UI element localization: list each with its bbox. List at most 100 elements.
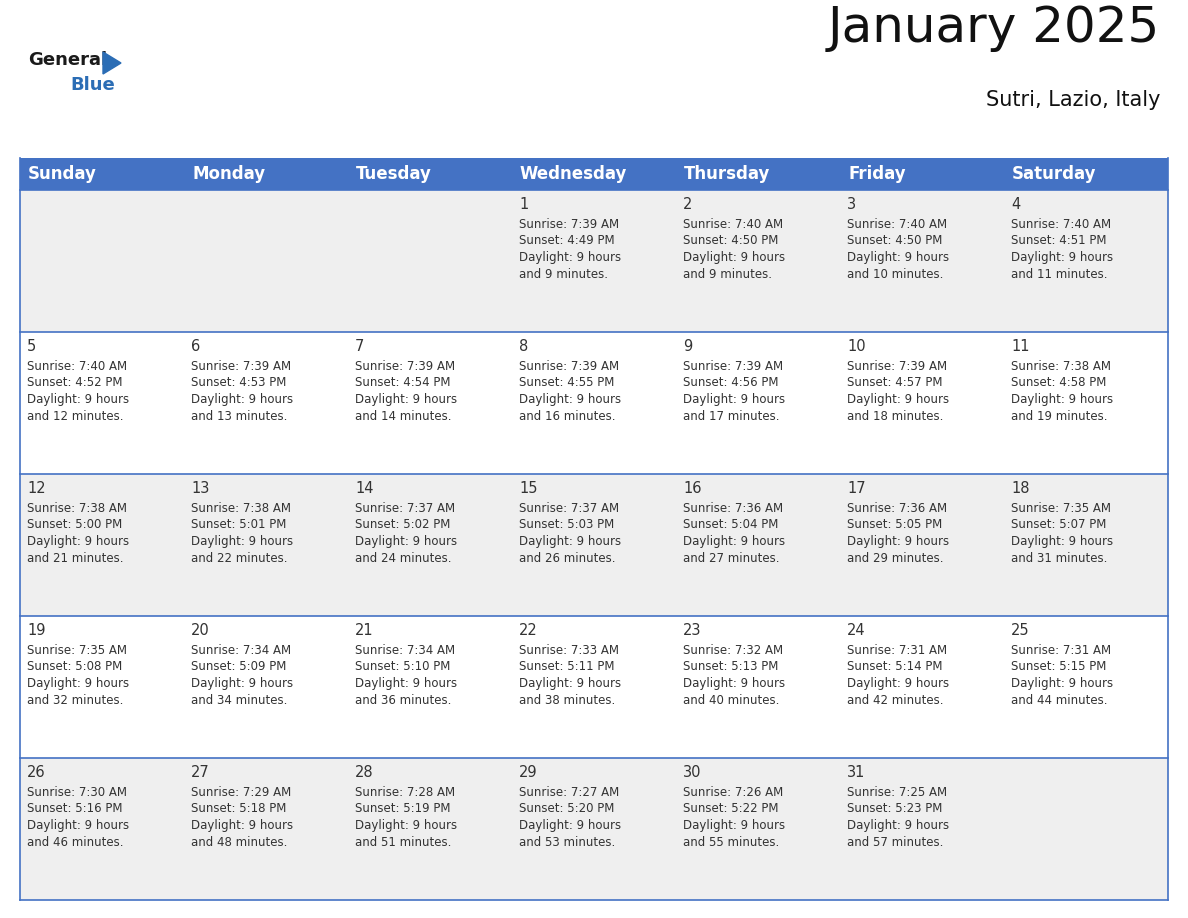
Text: Daylight: 9 hours: Daylight: 9 hours [355,819,457,832]
Bar [20,758,184,900]
Text: Sunset: 5:08 PM: Sunset: 5:08 PM [27,660,122,674]
Text: 11: 11 [1011,339,1030,354]
Text: Sunrise: 7:36 AM: Sunrise: 7:36 AM [683,502,783,515]
Text: 30: 30 [683,765,701,780]
Text: and 19 minutes.: and 19 minutes. [1011,409,1107,422]
Text: Sunset: 4:56 PM: Sunset: 4:56 PM [683,376,778,389]
Text: Sunrise: 7:37 AM: Sunrise: 7:37 AM [355,502,455,515]
Text: and 46 minutes.: and 46 minutes. [27,835,124,848]
Bar [348,158,512,190]
Text: Daylight: 9 hours: Daylight: 9 hours [683,251,785,264]
Text: 13: 13 [191,481,209,496]
Text: Daylight: 9 hours: Daylight: 9 hours [519,535,621,548]
Text: Sunrise: 7:34 AM: Sunrise: 7:34 AM [355,644,455,657]
Bar [348,332,512,474]
Text: Daylight: 9 hours: Daylight: 9 hours [355,393,457,406]
Text: Daylight: 9 hours: Daylight: 9 hours [27,677,129,690]
Bar [348,190,512,332]
Text: 22: 22 [519,623,538,638]
Text: 1: 1 [519,197,529,212]
Text: Daylight: 9 hours: Daylight: 9 hours [519,251,621,264]
Text: 15: 15 [519,481,537,496]
Text: Daylight: 9 hours: Daylight: 9 hours [355,535,457,548]
Text: and 27 minutes.: and 27 minutes. [683,552,779,565]
Text: Sunrise: 7:29 AM: Sunrise: 7:29 AM [191,786,291,799]
Text: 26: 26 [27,765,45,780]
Bar [1004,474,1168,616]
Text: and 48 minutes.: and 48 minutes. [191,835,287,848]
Bar [348,758,512,900]
Text: Daylight: 9 hours: Daylight: 9 hours [847,393,949,406]
Text: 10: 10 [847,339,866,354]
Text: Sunset: 5:10 PM: Sunset: 5:10 PM [355,660,450,674]
Text: and 16 minutes.: and 16 minutes. [519,409,615,422]
Text: Sunset: 5:00 PM: Sunset: 5:00 PM [27,519,122,532]
Bar [840,758,1004,900]
Text: and 57 minutes.: and 57 minutes. [847,835,943,848]
Text: Sunset: 5:23 PM: Sunset: 5:23 PM [847,802,942,815]
Bar [512,190,676,332]
Text: and 40 minutes.: and 40 minutes. [683,693,779,707]
Bar [676,474,840,616]
Text: 27: 27 [191,765,210,780]
Bar [676,158,840,190]
Text: Daylight: 9 hours: Daylight: 9 hours [519,819,621,832]
Text: and 26 minutes.: and 26 minutes. [519,552,615,565]
Text: and 24 minutes.: and 24 minutes. [355,552,451,565]
Text: and 51 minutes.: and 51 minutes. [355,835,451,848]
Text: 2: 2 [683,197,693,212]
Text: Sunrise: 7:40 AM: Sunrise: 7:40 AM [1011,218,1111,231]
Text: Sunrise: 7:39 AM: Sunrise: 7:39 AM [519,218,619,231]
Bar [840,332,1004,474]
Bar [1004,158,1168,190]
Text: Sunrise: 7:40 AM: Sunrise: 7:40 AM [683,218,783,231]
Bar [512,474,676,616]
Text: 28: 28 [355,765,373,780]
Text: Daylight: 9 hours: Daylight: 9 hours [847,677,949,690]
Text: and 13 minutes.: and 13 minutes. [191,409,287,422]
Text: Sunrise: 7:33 AM: Sunrise: 7:33 AM [519,644,619,657]
Text: Daylight: 9 hours: Daylight: 9 hours [519,393,621,406]
Text: Sunset: 5:02 PM: Sunset: 5:02 PM [355,519,450,532]
Text: Sunset: 4:57 PM: Sunset: 4:57 PM [847,376,942,389]
Text: Sunrise: 7:28 AM: Sunrise: 7:28 AM [355,786,455,799]
Text: Daylight: 9 hours: Daylight: 9 hours [1011,393,1113,406]
Text: Sunrise: 7:38 AM: Sunrise: 7:38 AM [1011,360,1111,373]
Text: and 53 minutes.: and 53 minutes. [519,835,615,848]
Text: and 11 minutes.: and 11 minutes. [1011,267,1107,281]
Text: Tuesday: Tuesday [356,165,432,183]
Text: Sunset: 5:05 PM: Sunset: 5:05 PM [847,519,942,532]
Text: Sunset: 5:09 PM: Sunset: 5:09 PM [191,660,286,674]
Text: 4: 4 [1011,197,1020,212]
Text: Sunset: 4:51 PM: Sunset: 4:51 PM [1011,234,1106,248]
Text: Daylight: 9 hours: Daylight: 9 hours [519,677,621,690]
Text: Saturday: Saturday [1012,165,1097,183]
Text: 8: 8 [519,339,529,354]
Text: and 36 minutes.: and 36 minutes. [355,693,451,707]
Text: and 9 minutes.: and 9 minutes. [683,267,772,281]
Text: Sunrise: 7:37 AM: Sunrise: 7:37 AM [519,502,619,515]
Text: Sunrise: 7:39 AM: Sunrise: 7:39 AM [519,360,619,373]
Text: Sunset: 5:19 PM: Sunset: 5:19 PM [355,802,450,815]
Text: Daylight: 9 hours: Daylight: 9 hours [683,677,785,690]
Bar [512,616,676,758]
Text: 12: 12 [27,481,45,496]
Bar [20,616,184,758]
Text: Daylight: 9 hours: Daylight: 9 hours [27,535,129,548]
Text: Sunset: 4:58 PM: Sunset: 4:58 PM [1011,376,1106,389]
Text: Sunrise: 7:40 AM: Sunrise: 7:40 AM [27,360,127,373]
Bar [840,616,1004,758]
Text: Daylight: 9 hours: Daylight: 9 hours [1011,677,1113,690]
Bar [348,474,512,616]
Text: 29: 29 [519,765,538,780]
Text: 3: 3 [847,197,857,212]
Text: Daylight: 9 hours: Daylight: 9 hours [27,819,129,832]
Text: and 29 minutes.: and 29 minutes. [847,552,943,565]
Text: Sunrise: 7:38 AM: Sunrise: 7:38 AM [191,502,291,515]
Text: and 9 minutes.: and 9 minutes. [519,267,608,281]
Text: January 2025: January 2025 [828,4,1159,52]
Text: Wednesday: Wednesday [520,165,627,183]
Text: Sunset: 5:04 PM: Sunset: 5:04 PM [683,519,778,532]
Text: and 10 minutes.: and 10 minutes. [847,267,943,281]
Text: Sunset: 4:50 PM: Sunset: 4:50 PM [847,234,942,248]
